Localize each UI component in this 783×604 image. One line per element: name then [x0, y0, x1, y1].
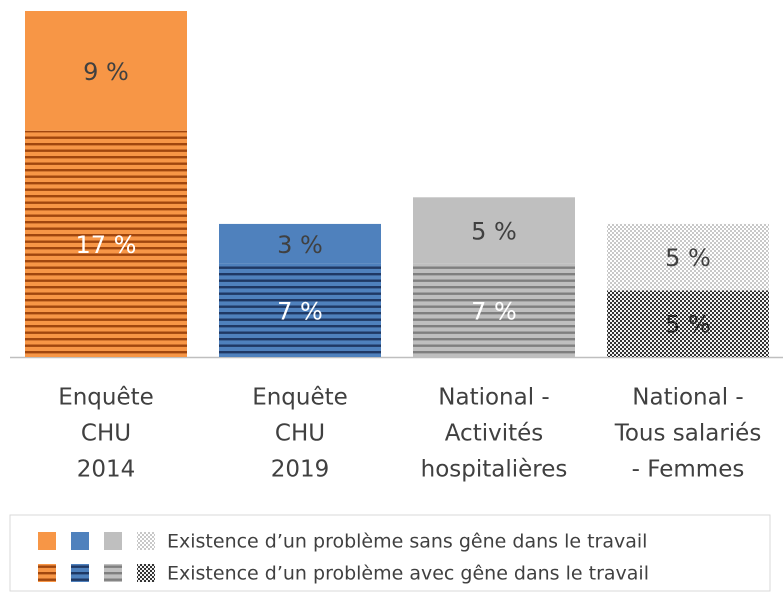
x-tick-label: 2014 — [77, 457, 136, 483]
bar-segment — [25, 11, 187, 131]
x-tick-label: Tous salariés — [614, 421, 762, 447]
value-label: 17 % — [76, 231, 137, 259]
bar-segment — [25, 130, 187, 357]
value-label: 7 % — [471, 297, 517, 325]
x-tick-label: hospitalières — [421, 457, 568, 483]
x-tick-label: CHU — [81, 421, 131, 447]
legend-swatch — [38, 564, 56, 582]
x-tick-label: CHU — [275, 421, 325, 447]
legend-swatch — [38, 532, 56, 550]
legend-label: Existence d’un problème avec gêne dans l… — [167, 563, 649, 585]
x-tick-label: Enquête — [252, 385, 348, 411]
legend-label: Existence d’un problème sans gêne dans l… — [167, 531, 647, 553]
x-tick-label: National - — [438, 385, 549, 411]
x-tick-label: Enquête — [58, 385, 154, 411]
x-tick-label: Activités — [445, 421, 544, 447]
legend-swatch — [137, 564, 155, 582]
value-label: 5 % — [471, 218, 517, 246]
bar-segment — [219, 263, 381, 357]
x-tick-label: National - — [632, 385, 743, 411]
legend-swatch — [104, 564, 122, 582]
legend-swatch — [104, 532, 122, 550]
bar-segment — [413, 197, 575, 264]
x-tick-label: - Femmes — [632, 457, 745, 483]
legend-swatch — [137, 532, 155, 550]
value-label: 5 % — [665, 244, 711, 272]
bar-segment — [413, 263, 575, 357]
x-tick-label: 2019 — [271, 457, 330, 483]
legend-swatch — [71, 532, 89, 550]
legend-box — [9, 514, 771, 592]
value-label: 3 % — [277, 231, 323, 259]
bar-segment — [607, 223, 769, 291]
legend-swatch — [71, 564, 89, 582]
value-label: 5 % — [665, 311, 711, 339]
bar-segment — [219, 223, 381, 264]
bar-segment — [607, 290, 769, 357]
value-label: 7 % — [277, 297, 323, 325]
value-label: 9 % — [83, 58, 129, 86]
